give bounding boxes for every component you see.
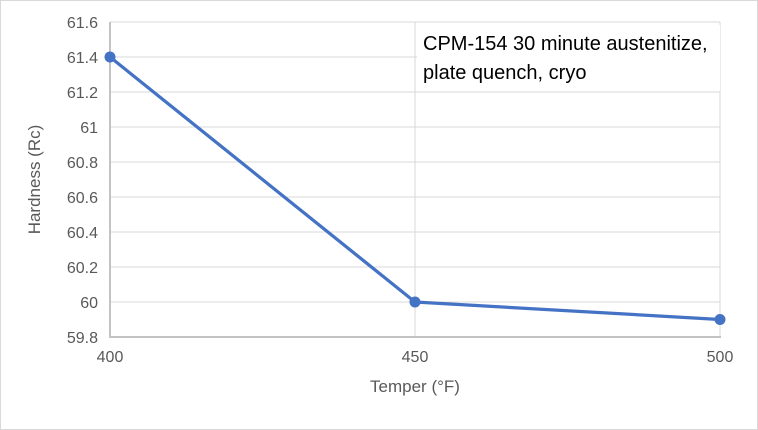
data-point (104, 51, 116, 63)
x-axis-title: Temper (°F) (370, 377, 460, 396)
y-tick-label: 60.8 (67, 155, 98, 172)
y-tick-label: 61.4 (67, 50, 98, 67)
y-tick-label: 60.2 (67, 260, 98, 277)
y-tick-label: 61.2 (67, 85, 98, 102)
y-tick-label: 61.6 (67, 15, 98, 32)
y-tick-label: 59.8 (67, 330, 98, 347)
chart-annotation: CPM-154 30 minute austenitize, plate que… (417, 25, 720, 91)
y-tick-label: 60.4 (67, 225, 98, 242)
data-point (714, 314, 726, 325)
x-tick-label: 400 (97, 349, 124, 366)
y-tick-label: 60 (80, 295, 98, 312)
data-point (409, 296, 421, 308)
y-axis-title: Hardness (Rc) (25, 124, 44, 235)
x-tick-label: 500 (707, 349, 734, 366)
y-tick-label: 61 (80, 120, 98, 137)
x-tick-label: 450 (402, 349, 429, 366)
y-tick-label: 60.6 (67, 190, 98, 207)
